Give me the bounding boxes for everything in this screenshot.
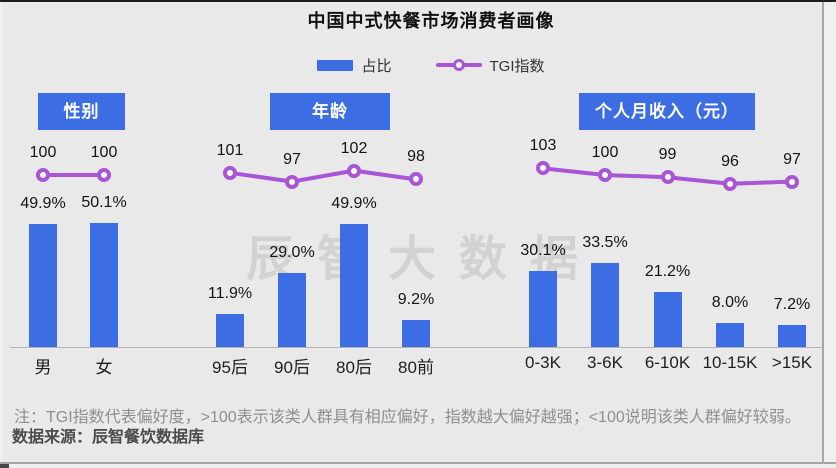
bar-g2-0 (529, 270, 557, 347)
category-label-g2-3: 10-15K (702, 353, 758, 372)
share-label-g1-2: 49.9% (331, 194, 377, 212)
share-label-g0-0: 49.9% (20, 194, 66, 212)
category-label-g2-4: >15K (771, 353, 813, 372)
bar-g2-3 (716, 323, 744, 347)
share-label-g1-0: 11.9% (207, 284, 253, 302)
category-label-g1-0: 95后 (212, 358, 248, 377)
legend-tgi-label: TGI指数 (489, 57, 545, 75)
tgi-label-g1-3: 98 (407, 148, 425, 166)
category-label-g2-0: 0-3K (525, 353, 561, 372)
tgi-line-swatch-icon (435, 59, 482, 71)
tgi-label-g2-3: 96 (721, 152, 739, 170)
bar-g0-0 (29, 223, 57, 347)
tgi-marker-g0-0 (36, 168, 50, 182)
tgi-footnote: 注：TGI指数代表偏好度，>100表示该类人群具有相应偏好，指数越大偏好越强；<… (14, 409, 801, 426)
share-label-g2-4: 7.2% (773, 295, 811, 313)
tgi-marker-g2-1 (598, 168, 612, 182)
screenshot-edge-top (0, 0, 836, 2)
share-label-g1-1: 29.0% (269, 244, 315, 262)
screenshot-edge-left (0, 2, 2, 462)
tgi-marker-g1-3 (409, 172, 423, 187)
share-label-g1-3: 9.2% (397, 291, 435, 309)
category-label-g1-1: 90后 (274, 358, 310, 377)
tgi-label-g2-2: 99 (658, 146, 677, 164)
share-label-g0-1: 50.1% (81, 194, 127, 212)
bar-g2-4 (778, 324, 806, 347)
tgi-marker-g1-1 (285, 174, 299, 189)
screenshot-edge-right (822, 2, 824, 462)
tgi-marker-g2-3 (723, 176, 737, 191)
tgi-label-g2-4: 97 (783, 150, 801, 168)
tgi-label-g1-0: 101 (216, 141, 244, 159)
tgi-label-g2-0: 103 (529, 137, 557, 155)
category-label-g0-0: 男 (34, 358, 52, 377)
screenshot-corner-mark (0, 464, 9, 468)
category-label-g2-2: 6-10K (644, 353, 691, 372)
chart-title: 中国中式快餐市场消费者画像 (307, 11, 555, 31)
category-label-g0-1: 女 (95, 358, 113, 377)
bar-g1-0 (216, 313, 244, 347)
section-header-income: 个人月收入（元） (579, 93, 755, 130)
share-bar-swatch-icon (317, 59, 354, 71)
share-label-g2-2: 21.2% (644, 262, 691, 280)
tgi-ring-icon (452, 59, 465, 71)
tgi-marker-g1-2 (347, 163, 361, 178)
category-label-g1-2: 80后 (336, 358, 372, 377)
bar-g1-2 (340, 223, 368, 347)
legend: 占比 TGI指数 (26, 55, 836, 75)
category-label-g1-3: 80前 (398, 358, 434, 377)
screenshot-gutter-bottom (0, 464, 836, 468)
share-label-g2-1: 33.5% (582, 233, 628, 251)
data-source: 数据来源：辰智餐饮数据库 (12, 429, 205, 446)
tgi-label-g1-1: 97 (283, 150, 301, 168)
bar-g1-3 (402, 320, 430, 347)
tgi-marker-g2-4 (785, 174, 799, 189)
section-header-age: 年龄 (270, 93, 390, 130)
tgi-label-g0-0: 100 (29, 144, 57, 161)
tgi-marker-g0-1 (97, 168, 111, 182)
bar-g2-1 (591, 262, 619, 347)
tgi-marker-g1-0 (223, 165, 237, 180)
legend-share-label: 占比 (361, 57, 392, 75)
tgi-label-g1-2: 102 (340, 139, 368, 157)
bar-g2-2 (653, 291, 682, 347)
screenshot-gutter-right (824, 2, 836, 462)
x-axis-line (10, 347, 822, 348)
bar-g0-1 (90, 223, 118, 347)
screenshot-edge-bottom (0, 462, 836, 464)
tgi-line-g1 (228, 168, 418, 184)
tgi-marker-g2-0 (536, 161, 550, 176)
tgi-marker-g2-2 (660, 170, 675, 185)
tgi-label-g2-1: 100 (591, 144, 619, 161)
share-label-g2-0: 30.1% (520, 241, 566, 259)
category-label-g2-1: 3-6K (587, 353, 623, 372)
share-label-g2-3: 8.0% (711, 294, 749, 312)
tgi-label-g0-1: 100 (90, 144, 118, 161)
section-header-gender: 性别 (38, 93, 125, 130)
bar-g1-1 (278, 273, 306, 347)
